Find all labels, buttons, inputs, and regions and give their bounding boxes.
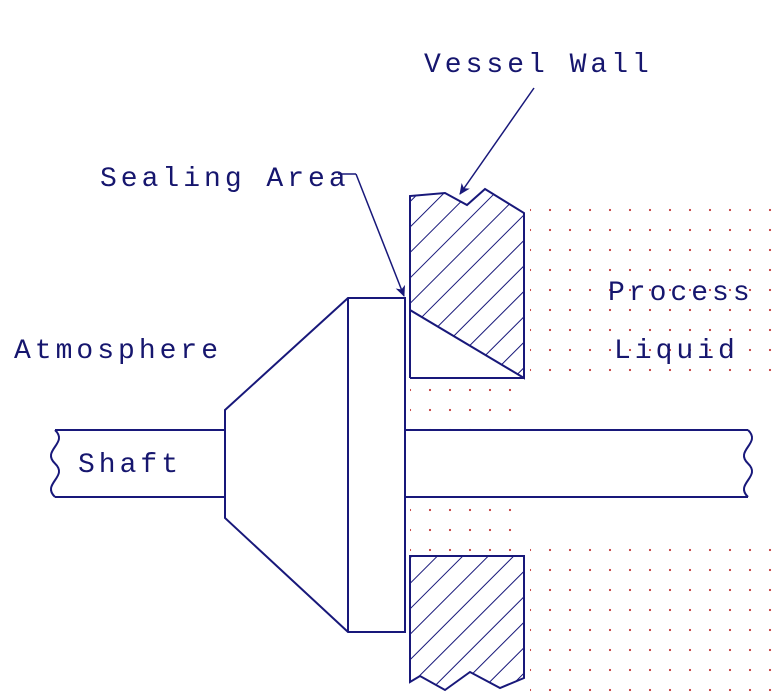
label-sealing-area: Sealing Area — [100, 164, 350, 195]
label-shaft: Shaft — [78, 450, 182, 481]
label-process-top: Process — [608, 278, 754, 309]
label-vessel-wall: Vessel Wall — [424, 50, 653, 81]
label-process-bottom: Liquid — [614, 336, 739, 367]
label-atmosphere: Atmosphere — [14, 336, 222, 367]
